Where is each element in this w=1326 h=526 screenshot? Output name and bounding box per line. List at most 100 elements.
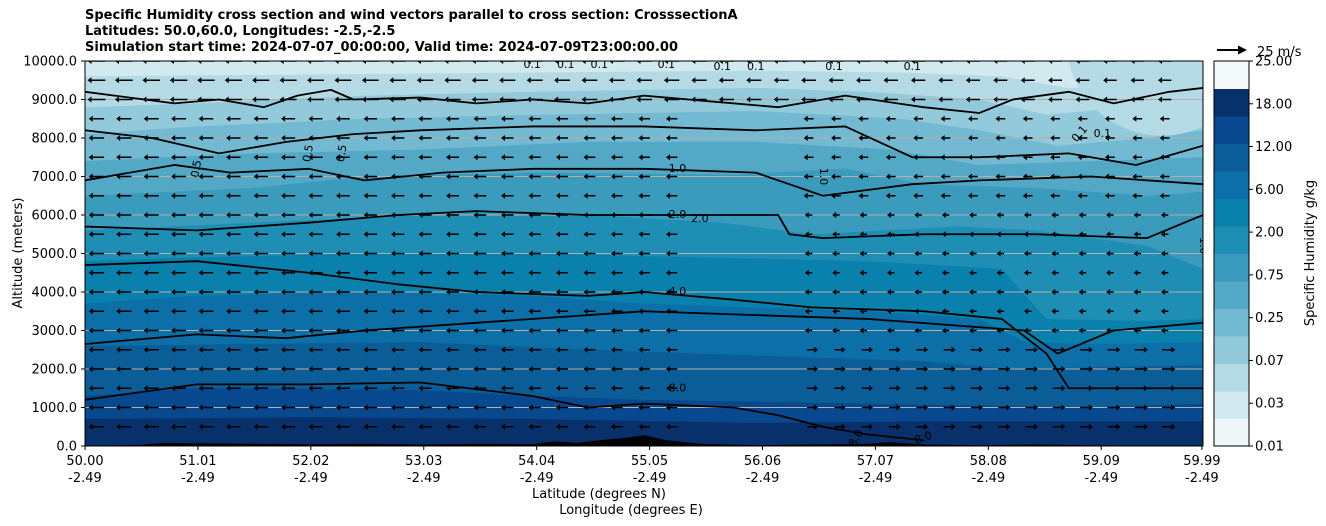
wind-vector-head [554, 77, 559, 84]
wind-vector-head [116, 423, 121, 430]
wind-vector-head [1075, 61, 1080, 64]
wind-vector-head [910, 61, 915, 64]
wind-vector-head [804, 308, 809, 315]
wind-vector-head [88, 231, 93, 238]
wind-vector-head [1088, 346, 1093, 353]
wind-vector-head [281, 346, 286, 353]
wind-vector-head [913, 154, 918, 161]
wind-vector-head [609, 77, 614, 84]
wind-vector-head [1020, 61, 1025, 64]
wind-vector-head [968, 192, 973, 199]
wind-vector-head [307, 77, 312, 84]
wind-vector-head [910, 77, 915, 84]
wind-vector-head [391, 231, 396, 238]
wind-vector-head [1077, 135, 1082, 141]
wind-vector-head [198, 289, 203, 295]
wind-vector-head [1171, 404, 1176, 411]
wind-vector-head [858, 154, 863, 161]
wind-vector-head [1159, 115, 1164, 122]
wind-vector-head [363, 135, 368, 141]
wind-vector-head [1143, 404, 1148, 411]
wind-vector-head [611, 173, 616, 180]
wind-vector-head [362, 61, 367, 64]
wind-vector-head [1105, 115, 1110, 122]
wind-vector-head [993, 77, 998, 84]
wind-vector-head [1023, 289, 1028, 295]
wind-vector-head [556, 385, 561, 392]
wind-vector-head [336, 250, 341, 257]
wind-vector-head [896, 366, 901, 372]
wind-vector-head [281, 154, 286, 161]
wind-vector-head [473, 192, 478, 199]
wind-vector-head [611, 231, 616, 238]
wind-vector-head [804, 231, 809, 238]
wind-vector-head [528, 135, 533, 141]
wind-vector-head [526, 77, 531, 84]
wind-vector-head [444, 77, 449, 84]
wind-vector-head [1159, 192, 1164, 199]
wind-vector-head [471, 96, 476, 103]
wind-vector-head [1075, 96, 1080, 103]
x-tick-longitude: -2.49 [294, 471, 328, 486]
colorbar-frame [1213, 60, 1250, 447]
wind-vector-head [143, 135, 148, 141]
wind-vector-head [473, 212, 478, 218]
wind-vector-head [528, 423, 533, 430]
wind-vector-head [923, 404, 928, 411]
wind-vector-head [804, 327, 809, 334]
wind-vector-head [969, 269, 974, 276]
wind-vector-head [253, 346, 258, 353]
humidity-band [85, 61, 1203, 88]
wind-vector-head [665, 308, 670, 315]
wind-vector-head [501, 385, 506, 392]
wind-vector-head [171, 289, 176, 295]
wind-vector-head [1078, 231, 1083, 238]
wind-vector-head [1133, 308, 1138, 315]
wind-vector-head [471, 77, 476, 84]
wind-vector-head [1006, 346, 1011, 353]
wind-vector-head [473, 346, 478, 353]
wind-vector-head [363, 250, 368, 257]
wind-vector-head [418, 289, 423, 295]
wind-vector-head [801, 96, 806, 103]
wind-vector-head [336, 212, 341, 218]
wind-vector-head [226, 308, 231, 315]
wind-vector-head [941, 289, 946, 295]
humidity-band [85, 46, 1203, 56]
wind-vector-head [171, 192, 176, 199]
wind-vector-head [363, 327, 368, 334]
wind-vector-head [978, 346, 983, 353]
wind-vector-head [501, 366, 506, 372]
wind-vector-head [951, 385, 956, 392]
wind-vector-head [841, 404, 846, 411]
wind-vector-head [116, 327, 121, 334]
wind-vector-head [1171, 423, 1176, 430]
wind-vector-head [1160, 231, 1165, 238]
wind-vector-head [224, 61, 229, 64]
wind-vector-head [556, 192, 561, 199]
wind-vector-head [869, 404, 874, 411]
wind-vector-head [828, 61, 833, 64]
wind-vector-head [88, 212, 93, 218]
wind-vector-head [913, 115, 918, 122]
wind-vector-head [88, 385, 93, 392]
wind-vector-head [859, 231, 864, 238]
wind-vector-head [336, 404, 341, 411]
x-tick-latitude: 51.01 [179, 454, 216, 469]
wind-vector-head [691, 61, 696, 64]
wind-vector-head [1077, 115, 1082, 122]
wind-vector-head [114, 77, 119, 84]
wind-vector-head [1103, 96, 1108, 103]
wind-vector-head [883, 77, 888, 84]
wind-vector-head [1171, 366, 1176, 372]
wind-vector-head [1133, 212, 1138, 218]
wind-vector-head [1133, 231, 1138, 238]
wind-vector-head [114, 96, 119, 103]
wind-vector-head [665, 212, 670, 218]
colorbar-segment [1214, 308, 1249, 337]
wind-vector-head [198, 423, 203, 430]
wind-vector-head [804, 250, 809, 257]
wind-vector-head [418, 346, 423, 353]
wind-vector-head [226, 135, 231, 141]
wind-vector-head [804, 269, 809, 276]
